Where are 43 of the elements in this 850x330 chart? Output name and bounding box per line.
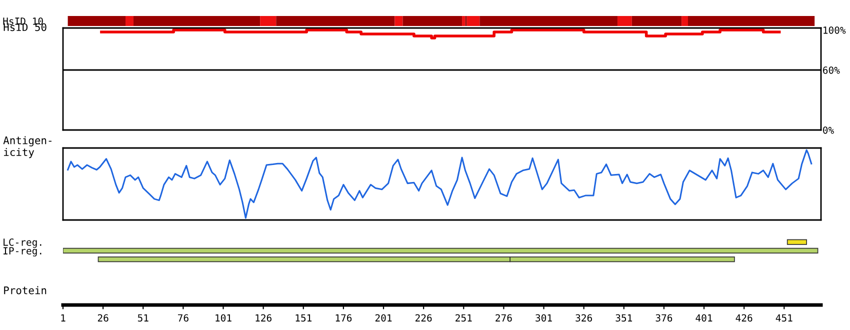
x-tick-label: 51: [138, 314, 148, 322]
bar: [394, 16, 403, 26]
y-tick-label: 60%: [823, 66, 840, 74]
bar: [632, 16, 682, 26]
bar: [480, 16, 618, 26]
x-tick-label: 101: [216, 314, 232, 322]
bar: [276, 16, 395, 26]
x-axis-title: Protein: [4, 286, 46, 294]
x-tick-label: 401: [696, 314, 712, 322]
bar: [682, 16, 688, 26]
x-tick-label: 176: [336, 314, 352, 322]
bar: [462, 16, 466, 26]
x-tick-label: 76: [178, 314, 188, 322]
x-tick-label: 276: [496, 314, 512, 322]
x-tick-label: 376: [656, 314, 672, 322]
bar: [260, 16, 276, 26]
y-tick-label: HsID 10: [3, 18, 43, 25]
bar: [134, 16, 260, 26]
bar: [63, 248, 818, 254]
x-tick-label: 451: [776, 314, 792, 322]
x-tick-label: 326: [576, 314, 592, 322]
y-tick-label: LC-reg.: [4, 238, 42, 248]
x-tick-label: 426: [736, 314, 752, 322]
x-tick-label: 151: [296, 314, 312, 322]
bar: [617, 16, 632, 26]
bar: [126, 16, 134, 26]
y-tick-label: 0%: [823, 126, 834, 134]
x-tick-label: 201: [375, 314, 392, 322]
x-tick-label: 351: [616, 314, 632, 322]
x-tick-label: 251: [456, 314, 472, 322]
x-tick-label: 26: [98, 314, 108, 322]
x-tick-label: 226: [416, 314, 432, 322]
y-tick-label: IP-reg.: [4, 247, 42, 256]
bar: [466, 16, 480, 26]
bar: [786, 239, 807, 245]
x-tick-label: 301: [536, 314, 552, 322]
x-tick-label: 126: [256, 314, 272, 322]
bar: [688, 16, 815, 26]
y-axis-title: Antigen- icity: [3, 136, 52, 158]
bar: [68, 16, 126, 26]
x-tick-label: 1: [61, 314, 66, 322]
y-tick-label: 100%: [824, 26, 846, 34]
bar: [402, 16, 462, 26]
